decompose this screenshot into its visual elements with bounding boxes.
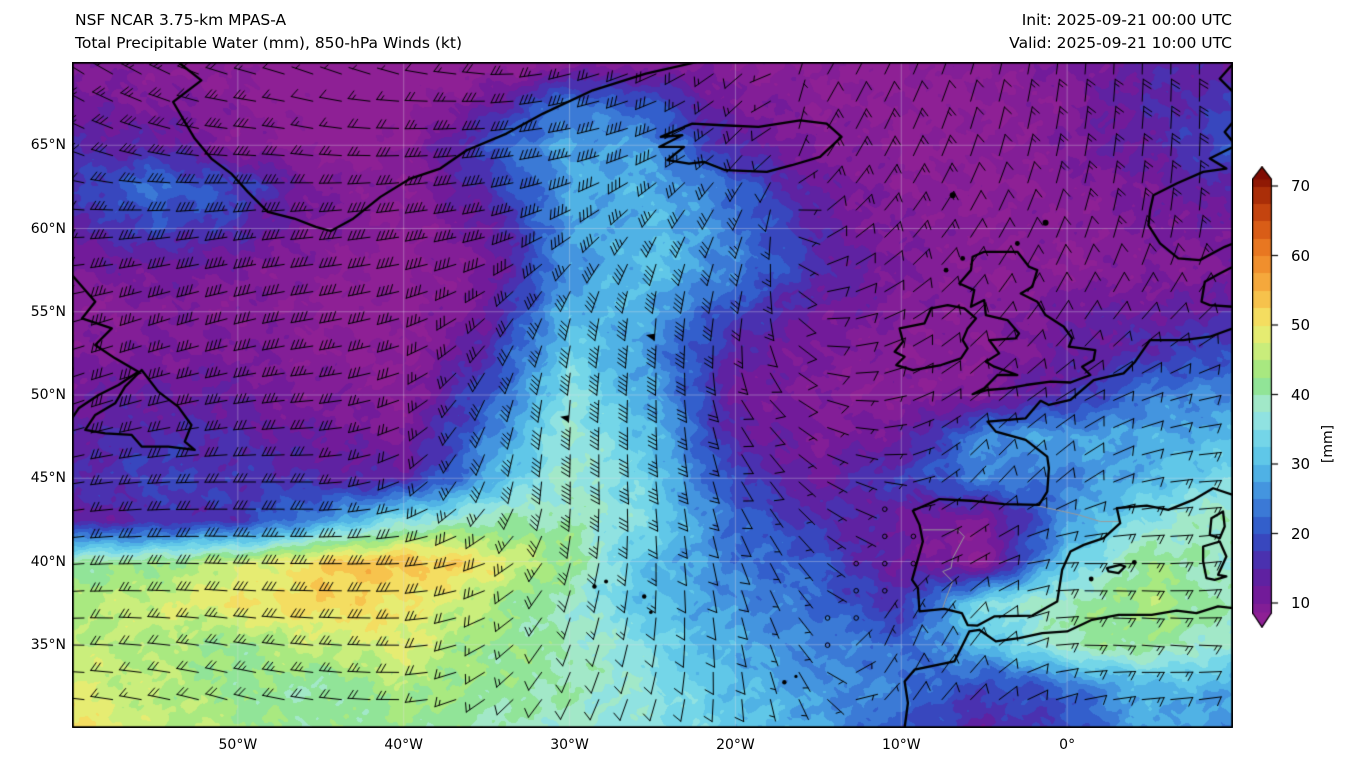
y-tick-label: 45°N bbox=[30, 470, 66, 487]
variable-title: Total Precipitable Water (mm), 850-hPa W… bbox=[75, 34, 463, 52]
x-tick-label: 0° bbox=[1059, 737, 1076, 753]
title-block: NSF NCAR 3.75-km MPAS-A Total Precipitab… bbox=[75, 9, 462, 55]
x-tick-label: 10°W bbox=[881, 737, 921, 753]
model-title: NSF NCAR 3.75-km MPAS-A bbox=[75, 11, 287, 29]
x-tick-label: 50°W bbox=[218, 737, 258, 753]
colorbar-tick-label: 40 bbox=[1291, 385, 1311, 404]
init-time-label: Init: 2025-09-21 00:00 UTC bbox=[1021, 11, 1232, 29]
x-tick-label: 40°W bbox=[384, 737, 424, 753]
x-tick-label: 30°W bbox=[550, 737, 589, 753]
map-canvas bbox=[72, 62, 1233, 728]
colorbar-tick-label: 10 bbox=[1291, 594, 1311, 612]
colorbar-tick-label: 70 bbox=[1291, 177, 1311, 195]
y-tick-label: 60°N bbox=[30, 220, 66, 237]
colorbar-unit-label: [mm] bbox=[1320, 424, 1336, 464]
y-tick-label: 40°N bbox=[30, 553, 66, 570]
y-tick-label: 50°N bbox=[30, 387, 66, 403]
x-tick-label: 20°W bbox=[716, 737, 755, 753]
y-tick-label: 55°N bbox=[30, 303, 66, 320]
colorbar-tick-label: 30 bbox=[1291, 455, 1311, 473]
y-tick-label: 35°N bbox=[30, 636, 66, 653]
run-time-block: Init: 2025-09-21 00:00 UTC Valid: 2025-0… bbox=[1009, 9, 1232, 55]
colorbar-tick-label: 50 bbox=[1291, 316, 1311, 334]
valid-time-label: Valid: 2025-09-21 10:00 UTC bbox=[1009, 34, 1232, 52]
y-tick-label: 65°N bbox=[30, 137, 66, 154]
colorbar bbox=[1252, 166, 1286, 628]
colorbar-tick-label: 20 bbox=[1291, 524, 1311, 543]
colorbar-tick-label: 60 bbox=[1291, 246, 1311, 265]
